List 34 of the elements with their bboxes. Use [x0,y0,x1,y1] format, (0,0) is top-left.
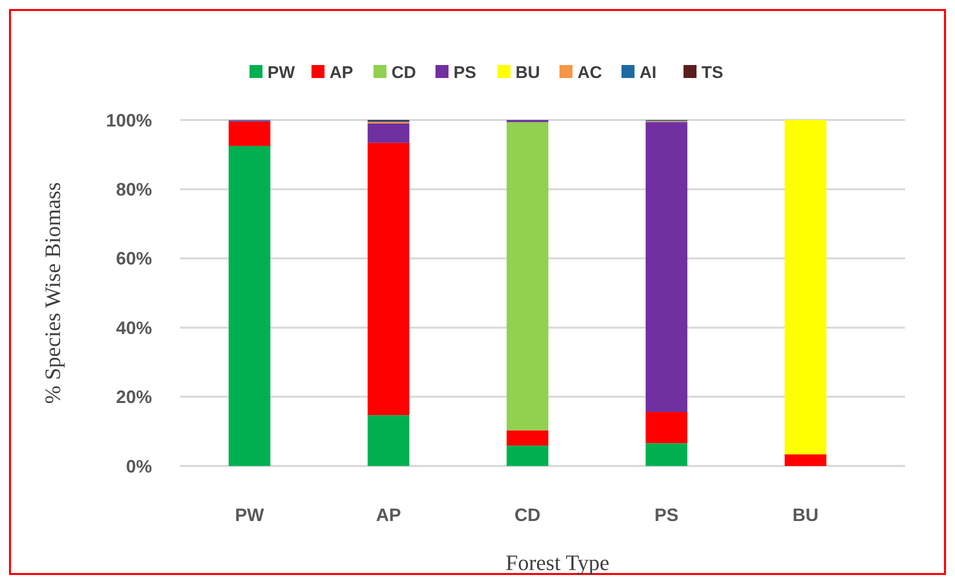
x-tick-label: PS [654,505,679,525]
y-tick-label: 0% [126,456,152,476]
bar [228,146,270,466]
bar [506,430,548,446]
legend-label: BU [516,62,540,82]
bar [784,120,826,454]
y-tick-label: 80% [116,180,152,200]
legend-label: TS [702,62,724,82]
y-tick-label: 20% [116,387,152,408]
legend-label: PS [454,62,476,82]
y-axis-title: % Species Wise Biomass [40,182,65,404]
legend-label: CD [392,62,416,82]
y-tick-label: 60% [116,248,152,269]
x-tick-label: BU [792,505,818,525]
bar [784,454,826,466]
bar [646,443,688,466]
bar [506,122,548,430]
x-tick-label: PW [235,505,264,525]
legend-label: AC [578,62,602,82]
bar [506,446,548,466]
bar [646,122,688,412]
x-tick-label: CD [514,505,540,525]
bar [228,121,270,146]
legend-label: AP [330,62,354,82]
x-tick-label: AP [376,505,402,525]
y-tick-label: 100% [106,110,152,130]
bar [368,123,410,143]
legend-label: PW [268,62,296,82]
x-axis-title: Forest Type [506,550,610,575]
y-tick-label: 40% [116,318,152,338]
legend-label: AI [640,62,656,82]
bar [368,142,410,416]
bar [646,412,688,444]
bar [368,415,410,466]
